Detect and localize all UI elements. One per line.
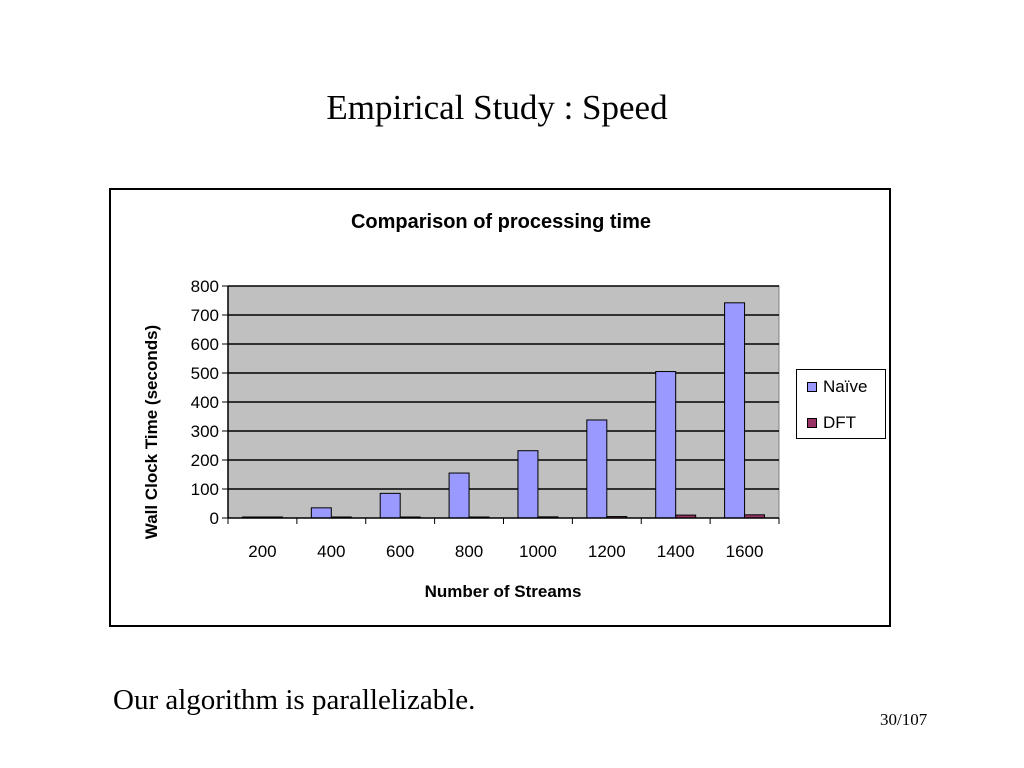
x-tick-label-400: 400 <box>317 542 345 561</box>
bar-naive-800 <box>448 472 470 519</box>
x-tick-label-1200: 1200 <box>588 542 626 561</box>
bar-naive-600 <box>379 492 401 519</box>
x-tick-label-1400: 1400 <box>657 542 695 561</box>
legend-swatch-dft <box>807 418 817 428</box>
x-tick-label-1000: 1000 <box>519 542 557 561</box>
chart-frame: Comparison of processing time 0 100 200 300… <box>109 188 891 627</box>
legend: Naïve DFT <box>796 369 886 439</box>
y-tick-label-300: 300 <box>191 422 219 441</box>
x-tick-label-200: 200 <box>248 542 276 561</box>
slide-title: Empirical Study : Speed <box>326 88 668 127</box>
bar-naive-1200 <box>586 419 608 519</box>
legend-item-dft: DFT <box>807 413 856 433</box>
y-tick-label-400: 400 <box>191 393 219 412</box>
y-tick-label-800: 800 <box>191 277 219 296</box>
x-tick-label-1600: 1600 <box>726 542 764 561</box>
y-tick-label-200: 200 <box>191 451 219 470</box>
legend-swatch-naive <box>807 382 817 392</box>
y-tick-label-100: 100 <box>191 480 219 499</box>
chart-title: Comparison of processing time <box>351 211 651 233</box>
x-tick-label-600: 600 <box>386 542 414 561</box>
legend-label-naive: Naïve <box>823 377 868 396</box>
axes: 0 100 200 300 400 500 600 700 800 200 400 600 800 100… <box>191 277 780 561</box>
bar-naive-1600 <box>724 302 746 519</box>
bar-naive-1400 <box>655 371 677 519</box>
y-tick-label-0: 0 <box>210 509 219 528</box>
y-tick-label-600: 600 <box>191 335 219 354</box>
legend-label-dft: DFT <box>823 413 857 432</box>
x-axis-label: Number of Streams <box>425 582 582 601</box>
bar-naive-1000 <box>517 450 539 519</box>
bar-chart: Comparison of processing time 0 100 200 300… <box>142 211 780 601</box>
grid-lines <box>228 285 779 490</box>
bar-naive-400 <box>310 507 332 519</box>
page-number: 30/107 <box>880 710 928 729</box>
y-tick-label-500: 500 <box>191 364 219 383</box>
y-tick-label-700: 700 <box>191 306 219 325</box>
x-tick-label-800: 800 <box>455 542 483 561</box>
y-axis-label: Wall Clock Time (seconds) <box>142 325 161 539</box>
slide-note: Our algorithm is parallelizable. <box>113 684 476 716</box>
legend-item-naive: Naïve <box>807 377 867 397</box>
